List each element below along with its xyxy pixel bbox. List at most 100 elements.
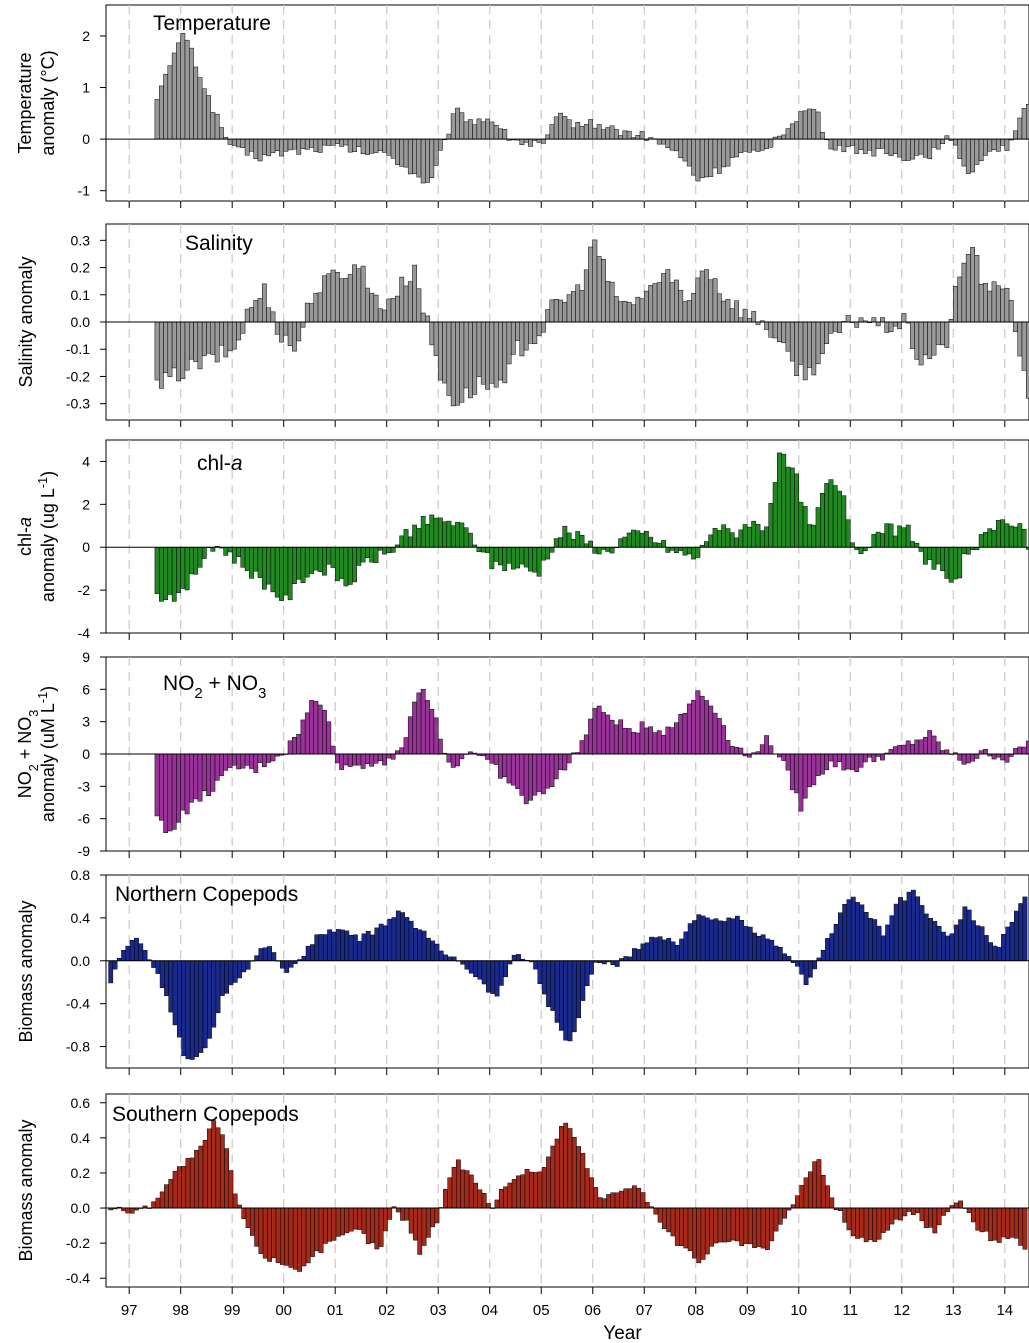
anomaly-bar [420, 516, 426, 548]
anomaly-bar [927, 730, 933, 755]
anomaly-bar [910, 889, 916, 962]
anomaly-bar [665, 546, 671, 553]
anomaly-bar [254, 1207, 260, 1247]
anomaly-bar [824, 753, 830, 771]
anomaly-bar [768, 745, 774, 755]
anomaly-bar [558, 753, 563, 770]
anomaly-bar [365, 930, 371, 962]
anomaly-bar [845, 315, 851, 323]
anomaly-bar [674, 1207, 680, 1246]
anomaly-bar [661, 540, 666, 548]
anomaly-bar [759, 744, 765, 755]
anomaly-bar [832, 321, 838, 332]
anomaly-bar [271, 1207, 277, 1259]
anomaly-bar [314, 934, 320, 962]
anomaly-bar [824, 321, 830, 344]
anomaly-bar [682, 713, 688, 755]
anomaly-bar [692, 1207, 697, 1259]
anomaly-bar [747, 318, 752, 323]
anomaly-bar [953, 1202, 959, 1209]
anomaly-bar [905, 740, 911, 755]
anomaly-bar [910, 1207, 916, 1215]
anomaly-bar [536, 321, 542, 337]
anomaly-bar [975, 925, 981, 962]
anomaly-bar [215, 960, 221, 1014]
anomaly-bar [553, 299, 559, 323]
anomaly-bar [772, 482, 778, 548]
anomaly-bar [961, 262, 967, 323]
anomaly-bar [129, 939, 135, 962]
anomaly-bar [944, 749, 950, 755]
anomaly-bar [417, 929, 423, 962]
anomaly-bar [407, 281, 413, 323]
anomaly-bar [639, 298, 645, 323]
anomaly-bar [249, 1207, 255, 1236]
anomaly-bar [210, 321, 216, 355]
anomaly-bar [699, 270, 705, 323]
anomaly-bar [347, 753, 353, 767]
anomaly-bar [696, 914, 702, 962]
anomaly-bar [334, 753, 340, 764]
anomaly-bar [193, 321, 199, 362]
anomaly-bar [317, 292, 323, 323]
anomaly-bar [240, 546, 246, 568]
anomaly-bar [979, 1207, 985, 1233]
anomaly-bar [902, 1207, 908, 1217]
anomaly-bar [983, 282, 988, 323]
anomaly-bar [506, 753, 512, 784]
anomaly-bar [343, 278, 349, 323]
anomaly-bar [360, 753, 366, 769]
anomaly-bar [807, 524, 812, 548]
y-axis-label: NO2 + NO3 [15, 710, 41, 799]
anomaly-bar [382, 309, 387, 323]
anomaly-bar [665, 138, 671, 149]
y-tick-label: 2 [82, 496, 90, 512]
y-tick-label: 6 [82, 681, 90, 697]
anomaly-bar [386, 753, 392, 759]
anomaly-bar [459, 753, 465, 760]
anomaly-bar [558, 112, 563, 140]
anomaly-bar [653, 1207, 659, 1215]
anomaly-bar [901, 527, 907, 548]
anomaly-bar [953, 546, 958, 580]
anomaly-bar [334, 546, 340, 582]
anomaly-bar [995, 285, 1001, 323]
anomaly-bar [699, 138, 705, 179]
anomaly-bar [236, 753, 242, 770]
y-axis-label: chl-a [15, 517, 35, 556]
anomaly-bar [725, 138, 731, 167]
anomaly-bar [782, 1207, 787, 1219]
anomaly-bar [533, 1172, 539, 1209]
anomaly-bar [640, 1192, 646, 1209]
anomaly-bar [643, 727, 649, 755]
anomaly-bar [918, 138, 924, 155]
anomaly-bar [540, 546, 546, 561]
anomaly-bar [987, 138, 993, 152]
anomaly-bar [566, 532, 572, 548]
anomaly-bar [683, 931, 689, 962]
anomaly-bar [974, 255, 980, 323]
anomaly-bar [270, 546, 276, 593]
anomaly-bar [829, 933, 835, 962]
anomaly-bar [327, 929, 333, 962]
anomaly-bar [579, 126, 585, 140]
anomaly-bar [941, 1207, 946, 1216]
anomaly-bar [197, 546, 203, 568]
anomaly-bar [592, 708, 598, 755]
anomaly-bar [261, 138, 267, 155]
anomaly-bar [734, 915, 740, 962]
anomaly-bar [935, 138, 941, 150]
anomaly-bar [609, 125, 615, 140]
anomaly-bar [498, 753, 503, 779]
anomaly-bar [180, 546, 186, 589]
anomaly-bar [798, 111, 804, 140]
anomaly-bar [759, 138, 765, 151]
anomaly-bar [261, 753, 267, 768]
anomaly-bar [953, 286, 958, 323]
anomaly-bar [726, 917, 732, 962]
anomaly-bar [240, 321, 246, 334]
anomaly-bar [819, 492, 825, 548]
anomaly-bar [966, 1207, 972, 1213]
anomaly-bar [832, 753, 838, 768]
